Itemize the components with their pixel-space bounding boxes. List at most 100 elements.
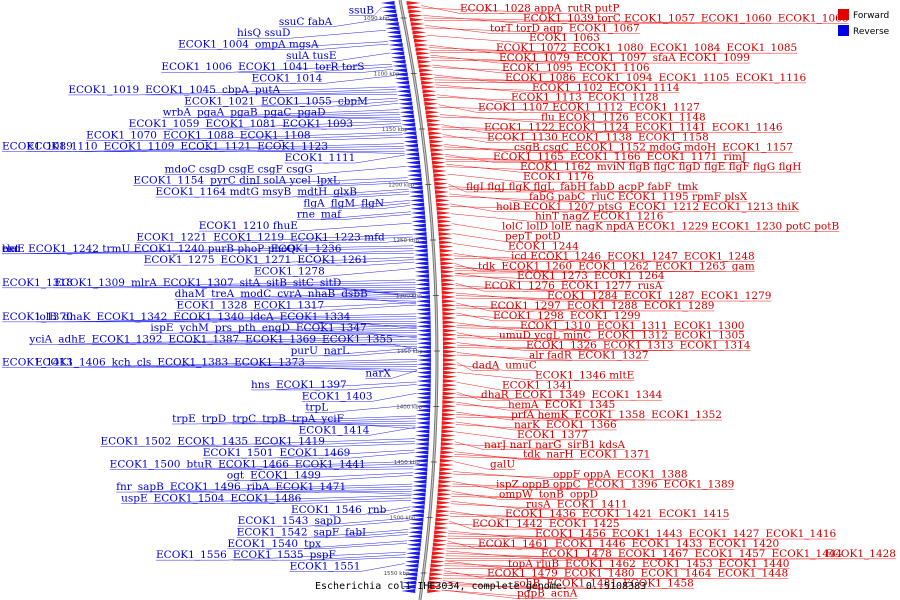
forward-feature-arrow xyxy=(428,576,443,581)
reverse-feature-arrow xyxy=(416,408,431,413)
forward-leader-line xyxy=(441,126,635,133)
forward-feature-label: ECOK1_1084 xyxy=(650,42,721,54)
forward-feature-label: ECOK1_1462 xyxy=(565,558,636,570)
forward-feature-label: ECOK1_1289 xyxy=(644,300,715,312)
forward-leader-line xyxy=(450,510,506,520)
forward-leader-line xyxy=(430,57,576,64)
forward-leader-line xyxy=(445,555,695,560)
forward-leader-line xyxy=(448,183,467,193)
reverse-leader-line xyxy=(315,423,416,427)
reverse-leader-line xyxy=(248,41,389,50)
reverse-feature-label: ECOK1_1223 mfd xyxy=(290,231,385,243)
forward-feature-arrow xyxy=(441,425,456,430)
forward-leader-line xyxy=(455,282,485,292)
reverse-feature-label: ECOK1_1059 xyxy=(129,118,200,130)
forward-feature-arrow xyxy=(430,563,445,568)
reverse-leader-line xyxy=(205,290,416,300)
forward-feature-arrow xyxy=(430,148,445,152)
forward-leader-line xyxy=(455,297,701,302)
reverse-feature-label: exo xyxy=(2,243,20,255)
forward-leader-line xyxy=(442,136,638,143)
reverse-feature-arrow xyxy=(416,383,431,388)
forward-leader-line xyxy=(450,501,527,510)
forward-leader-line xyxy=(445,558,826,562)
forward-leader-line xyxy=(443,570,488,579)
forward-feature-label: ECOK1_1284 xyxy=(547,290,618,302)
reverse-leader-line xyxy=(124,282,416,289)
reverse-feature-label: ECOK1_1501 xyxy=(203,447,274,459)
reverse-leader-line xyxy=(324,443,415,447)
forward-feature-label: ECOK1_1128 xyxy=(588,92,659,104)
forward-leader-line xyxy=(456,391,482,401)
forward-leader-line xyxy=(449,515,659,520)
forward-feature-label: ECOK1_1276 xyxy=(484,280,555,292)
forward-feature-arrow xyxy=(442,299,457,304)
forward-feature-label: ECOK1_1396 xyxy=(587,478,658,490)
reverse-feature-arrow xyxy=(411,492,426,497)
forward-feature-label: oppD xyxy=(570,488,598,500)
forward-feature-arrow xyxy=(441,282,456,287)
reverse-feature-label: lpxL xyxy=(317,175,340,187)
forward-feature-label: ECOK1_1028 appA xyxy=(460,3,562,15)
position-tick-label: 1500 kbp xyxy=(390,516,416,522)
forward-feature-arrow xyxy=(433,173,448,178)
reverse-feature-arrow xyxy=(395,80,410,85)
reverse-feature-arrow xyxy=(403,568,418,572)
forward-feature-arrow xyxy=(431,156,446,161)
reverse-feature-label: torR torS xyxy=(315,61,365,73)
forward-feature-arrow xyxy=(441,433,456,438)
reverse-leader-line xyxy=(232,329,417,334)
reverse-leader-line xyxy=(239,343,417,345)
forward-feature-label: sirB1 kdsA xyxy=(568,439,626,451)
reverse-feature-label: ECOK1_1414 xyxy=(299,424,370,436)
forward-leader-line xyxy=(435,87,609,94)
reverse-feature-arrow xyxy=(399,110,414,115)
reverse-feature-arrow xyxy=(416,395,431,400)
forward-feature-label: ECOK1_1344 xyxy=(591,389,662,401)
forward-feature-label: ECOK1_1440 xyxy=(719,558,790,570)
forward-feature-arrow xyxy=(436,500,451,505)
forward-feature-arrow xyxy=(436,509,451,514)
reverse-feature-arrow xyxy=(412,479,427,484)
reverse-feature-label: fabI xyxy=(345,526,366,538)
reverse-leader-line xyxy=(167,321,417,323)
forward-feature-arrow xyxy=(423,93,438,98)
reverse-leader-line xyxy=(325,117,401,120)
reverse-feature-arrow xyxy=(397,93,412,98)
reverse-feature-label: ECOK1_1219 xyxy=(213,231,284,243)
forward-feature-label: sohB xyxy=(514,578,540,590)
reverse-leader-line xyxy=(244,321,417,325)
reverse-feature-arrow xyxy=(403,143,418,148)
forward-leader-line xyxy=(425,25,491,34)
reverse-feature-arrow xyxy=(412,232,427,236)
reverse-leader-line xyxy=(244,472,414,481)
reverse-feature-label: dhaK xyxy=(63,311,91,323)
reverse-feature-label: wrbA xyxy=(163,107,192,119)
forward-feature-label: ECOK1_1085 xyxy=(726,42,797,54)
reverse-feature-arrow xyxy=(415,437,430,442)
forward-leader-line xyxy=(456,396,592,401)
reverse-feature-label: uspE xyxy=(121,492,148,504)
reverse-feature-arrow xyxy=(416,353,431,358)
forward-feature-label: ECOK1_1264 xyxy=(594,270,665,282)
reverse-leader-line xyxy=(331,100,398,107)
reverse-feature-label: pgaC xyxy=(264,107,292,119)
forward-feature-label: fabH fabD acpP fabF xyxy=(560,181,671,193)
forward-feature-label: ECOK1_1433 xyxy=(632,538,703,550)
forward-leader-line xyxy=(444,146,576,153)
forward-feature-arrow xyxy=(438,484,453,488)
forward-leader-line xyxy=(456,322,521,332)
reverse-leader-line xyxy=(224,111,400,118)
forward-feature-label: ECOK1_1060 xyxy=(701,12,772,24)
reverse-feature-arrow xyxy=(410,505,425,509)
forward-feature-label: ECOK1_1349 xyxy=(515,389,586,401)
forward-leader-line xyxy=(454,456,580,460)
reverse-feature-arrow xyxy=(415,295,430,299)
forward-feature-arrow xyxy=(431,160,446,165)
reverse-leader-line xyxy=(301,298,416,300)
reverse-feature-arrow xyxy=(409,198,424,203)
reverse-leader-line xyxy=(313,287,416,296)
reverse-feature-label: cvrA xyxy=(277,288,302,300)
forward-feature-label: ECOK1_1102 xyxy=(532,82,603,94)
reverse-feature-arrow xyxy=(389,47,404,52)
